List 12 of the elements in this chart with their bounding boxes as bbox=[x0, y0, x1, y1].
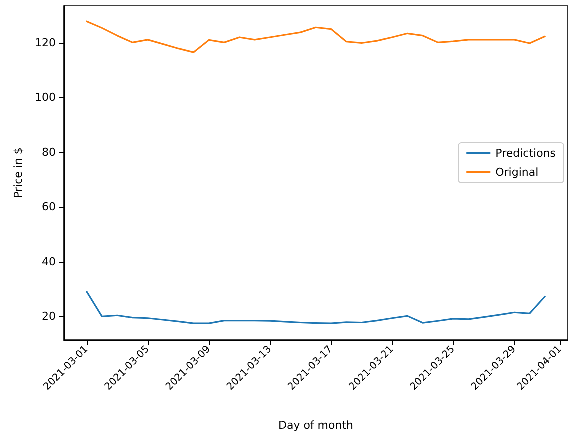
legend-label: Original bbox=[496, 166, 539, 179]
y-tick-label: 20 bbox=[42, 310, 56, 324]
x-axis-title: Day of month bbox=[278, 419, 354, 432]
y-tick-label: 120 bbox=[35, 36, 56, 50]
y-tick-label: 80 bbox=[42, 146, 56, 159]
y-tick-label: 40 bbox=[42, 255, 56, 268]
legend-label: Predictions bbox=[496, 147, 556, 160]
y-axis-title: Price in $ bbox=[12, 148, 25, 198]
y-tick-label: 100 bbox=[35, 91, 56, 104]
line-series bbox=[86, 291, 546, 324]
line-series bbox=[86, 20, 546, 54]
y-tick-label: 60 bbox=[42, 200, 56, 214]
